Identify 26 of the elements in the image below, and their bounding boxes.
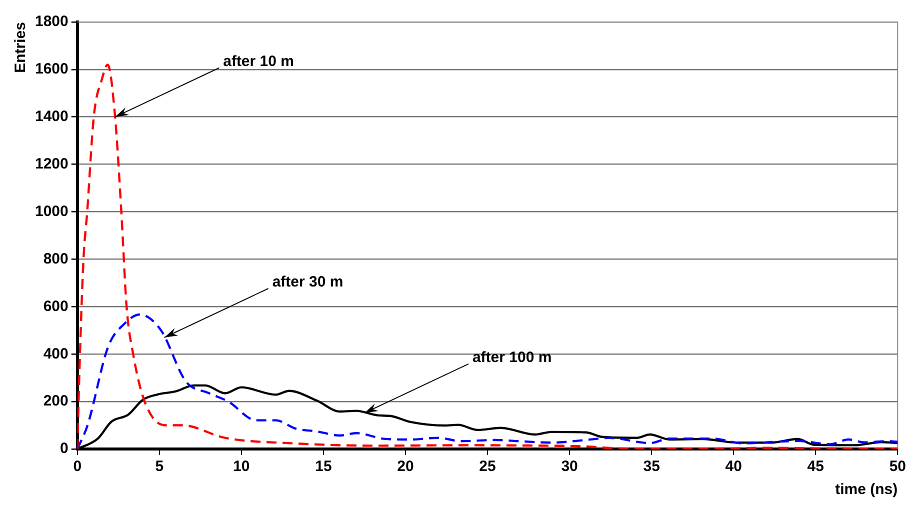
- y-tick-label: 1200: [34, 155, 68, 172]
- x-tick-label: 5: [155, 458, 164, 476]
- x-tick-label: 25: [479, 458, 496, 476]
- y-tick-label: 0: [60, 440, 68, 458]
- x-tick-label: 35: [643, 458, 660, 476]
- annotation: after 100 m: [472, 349, 552, 366]
- x-tick-label: 30: [561, 458, 578, 476]
- y-tick-label: 1000: [34, 202, 68, 220]
- x-tick-label: 40: [725, 458, 742, 476]
- y-tick-label: 1800: [34, 13, 68, 30]
- x-tick-label: 15: [315, 458, 332, 476]
- x-tick-label: 0: [73, 458, 82, 476]
- x-tick-label: 45: [807, 458, 824, 476]
- y-tick-label: 400: [43, 345, 68, 362]
- x-axis-title: time (ns): [835, 481, 898, 498]
- y-tick-label: 200: [43, 392, 68, 410]
- annotation: after 10 m: [223, 53, 294, 70]
- x-tick-label: 10: [233, 458, 250, 476]
- y-tick-label: 1400: [34, 108, 68, 126]
- y-tick-label: 600: [43, 298, 68, 315]
- x-tick-label: 20: [397, 458, 414, 476]
- y-tick-label: 800: [43, 250, 68, 268]
- annotation: after 30 m: [272, 274, 344, 291]
- x-tick-label: 50: [889, 458, 906, 476]
- y-tick-label: 1600: [34, 60, 68, 78]
- y-axis-title: Entries: [12, 22, 30, 73]
